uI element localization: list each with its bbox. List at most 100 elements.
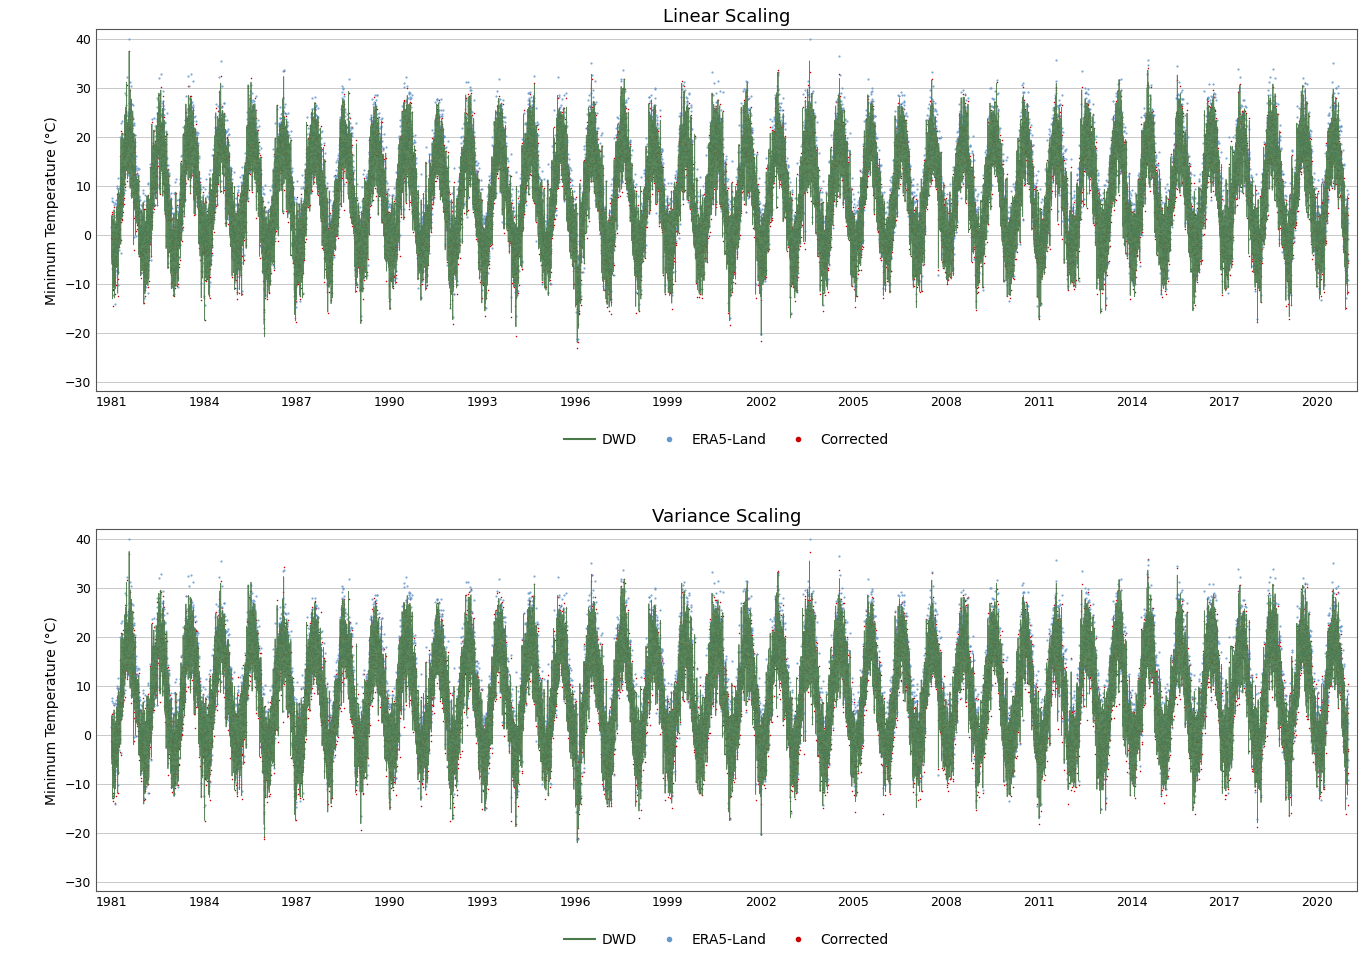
Point bbox=[573, 765, 595, 780]
Point bbox=[1094, 751, 1116, 766]
Point bbox=[514, 663, 536, 678]
Point bbox=[276, 618, 298, 634]
Point bbox=[322, 744, 344, 760]
Point bbox=[1186, 267, 1208, 283]
Point bbox=[1109, 629, 1131, 644]
Point bbox=[163, 289, 185, 304]
Point bbox=[899, 692, 921, 707]
Point bbox=[1031, 266, 1053, 282]
Point bbox=[514, 665, 536, 680]
Point bbox=[903, 251, 925, 266]
Point bbox=[123, 193, 145, 208]
Point bbox=[650, 200, 672, 215]
Point bbox=[795, 123, 817, 139]
Point bbox=[426, 661, 448, 676]
Point bbox=[843, 721, 865, 736]
Point bbox=[377, 740, 399, 756]
Point bbox=[300, 157, 322, 172]
Point bbox=[555, 679, 577, 695]
Point bbox=[448, 707, 470, 723]
Point bbox=[1095, 213, 1117, 229]
Point bbox=[755, 672, 777, 687]
Point bbox=[136, 234, 158, 250]
Point bbox=[1324, 97, 1346, 112]
Point bbox=[250, 658, 271, 673]
Point bbox=[661, 701, 683, 716]
Point bbox=[536, 722, 558, 737]
Point bbox=[975, 174, 997, 190]
Point bbox=[1315, 675, 1337, 691]
Point bbox=[1049, 593, 1071, 609]
Point bbox=[1267, 158, 1289, 173]
Point bbox=[430, 664, 452, 679]
Point bbox=[446, 198, 468, 213]
Point bbox=[459, 109, 481, 124]
Point bbox=[112, 176, 134, 192]
Point bbox=[1264, 626, 1286, 641]
Point bbox=[336, 170, 358, 185]
Point bbox=[1271, 681, 1293, 697]
Point bbox=[1105, 127, 1127, 142]
Point bbox=[768, 629, 790, 644]
Point bbox=[347, 700, 369, 715]
Point bbox=[583, 625, 605, 641]
Point bbox=[753, 244, 775, 260]
Point bbox=[616, 182, 638, 198]
Point bbox=[635, 236, 657, 252]
Point bbox=[550, 138, 572, 153]
Point bbox=[636, 658, 658, 673]
Point bbox=[1322, 650, 1344, 666]
Point bbox=[684, 246, 706, 262]
Point bbox=[562, 194, 584, 209]
Point bbox=[1259, 174, 1281, 190]
Point bbox=[1193, 193, 1215, 208]
Point bbox=[621, 222, 643, 237]
Point bbox=[1124, 726, 1146, 741]
Point bbox=[328, 159, 350, 174]
Point bbox=[880, 173, 902, 189]
Point bbox=[923, 133, 945, 148]
Point bbox=[485, 136, 507, 151]
Point bbox=[850, 679, 872, 695]
Point bbox=[110, 688, 132, 703]
Point bbox=[358, 716, 380, 732]
Point bbox=[945, 707, 967, 723]
Point bbox=[255, 718, 277, 734]
Point bbox=[720, 256, 742, 271]
Point bbox=[144, 170, 166, 185]
Point bbox=[757, 672, 779, 687]
Point bbox=[1222, 707, 1243, 723]
Point bbox=[299, 128, 321, 143]
Point bbox=[868, 683, 890, 699]
Point bbox=[998, 704, 1020, 720]
Point bbox=[308, 649, 330, 665]
Point bbox=[282, 736, 304, 752]
Point bbox=[729, 170, 751, 185]
Point bbox=[104, 277, 126, 293]
Point bbox=[845, 716, 866, 732]
Point bbox=[1212, 737, 1234, 753]
Point bbox=[1169, 677, 1191, 693]
Point bbox=[934, 209, 956, 225]
Point bbox=[403, 699, 425, 714]
Point bbox=[886, 130, 908, 145]
Point bbox=[385, 751, 407, 766]
Point bbox=[1127, 206, 1149, 222]
Point bbox=[1287, 148, 1309, 164]
Point bbox=[902, 253, 924, 268]
Point bbox=[244, 661, 266, 676]
Point bbox=[1253, 211, 1275, 227]
Point bbox=[156, 184, 178, 200]
Point bbox=[648, 670, 670, 685]
Point bbox=[1091, 234, 1113, 249]
Point bbox=[340, 626, 362, 641]
Point bbox=[562, 691, 584, 706]
Point bbox=[1030, 723, 1052, 738]
Point bbox=[895, 659, 917, 674]
Point bbox=[1205, 666, 1227, 681]
Point bbox=[310, 184, 332, 200]
Point bbox=[573, 139, 595, 154]
Point bbox=[687, 719, 709, 735]
Point bbox=[248, 237, 270, 253]
Point bbox=[566, 260, 588, 275]
